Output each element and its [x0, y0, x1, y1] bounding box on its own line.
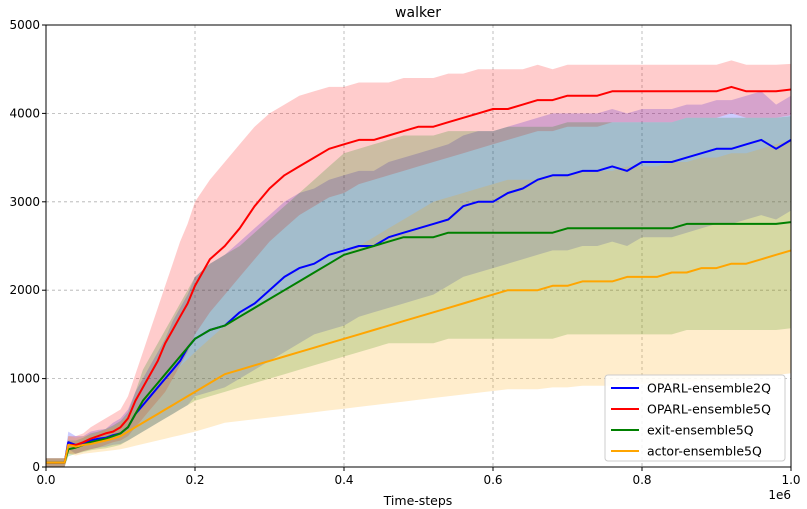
- x-tick-label: 0.6: [483, 473, 502, 487]
- y-tick-label: 0: [32, 460, 40, 474]
- x-tick-label: 0.0: [36, 473, 55, 487]
- legend: OPARL-ensemble2Q OPARL-ensemble5Q exit-ens…: [604, 374, 786, 462]
- legend-label-0: OPARL-ensemble2Q: [647, 381, 771, 396]
- y-tick-label: 4000: [9, 106, 40, 120]
- x-tick-label: 1.0: [781, 473, 800, 487]
- y-tick-label: 2000: [9, 283, 40, 297]
- plot-frame: [45, 24, 792, 468]
- legend-box: [604, 374, 786, 462]
- y-tick-label: 3000: [9, 195, 40, 209]
- x-axis: 0.0 0.2 0.4 0.6 0.8 1.0: [36, 467, 801, 487]
- series-band-2: [46, 116, 791, 467]
- series-line-3: [46, 249, 791, 464]
- y-axis: 0 1000 2000 3000 4000 5000: [9, 18, 46, 474]
- series-line-1: [46, 85, 791, 464]
- y-tick-label: 5000: [9, 18, 40, 32]
- legend-label-2: exit-ensemble5Q: [647, 423, 754, 438]
- legend-label-1: OPARL-ensemble5Q: [647, 402, 771, 417]
- chart-title: walker: [395, 5, 441, 21]
- legend-label-3: actor-ensemble5Q: [647, 444, 762, 459]
- x-axis-offset-label: 1e6: [768, 488, 791, 502]
- series-line-2: [46, 221, 791, 464]
- series-band-1: [46, 60, 791, 467]
- confidence-bands: [46, 60, 791, 467]
- x-tick-label: 0.4: [334, 473, 353, 487]
- x-tick-label: 0.2: [185, 473, 204, 487]
- y-tick-label: 1000: [9, 372, 40, 386]
- x-axis-label: Time-steps: [383, 493, 453, 508]
- series-band-0: [46, 91, 791, 467]
- series-lines: [46, 85, 791, 464]
- x-tick-label: 0.8: [632, 473, 651, 487]
